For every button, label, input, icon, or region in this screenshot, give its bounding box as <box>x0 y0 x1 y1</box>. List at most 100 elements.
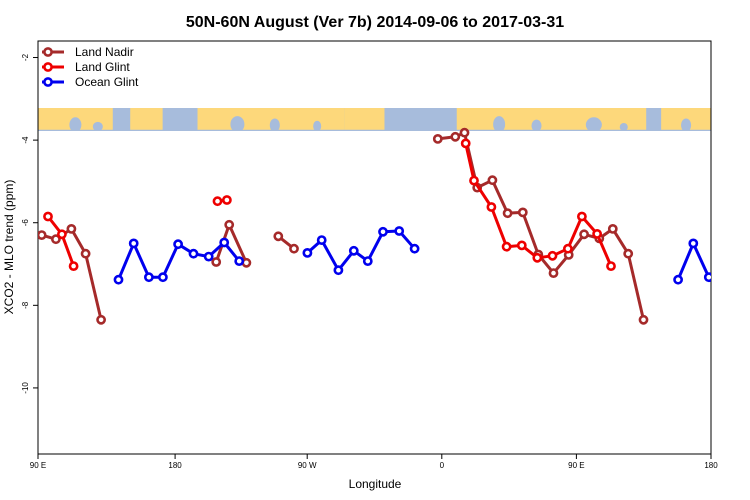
series-ocean-glint <box>113 226 726 285</box>
world-map-band <box>38 108 711 131</box>
x-tick-label: 180 <box>704 461 718 470</box>
map-water-inlet <box>493 116 506 131</box>
data-point-ocean-glint <box>673 274 683 285</box>
data-point-land-glint <box>563 243 573 254</box>
data-point-land-nadir <box>289 243 299 254</box>
map-land-block <box>130 108 163 130</box>
data-point-ocean-glint <box>348 245 359 256</box>
data-point-ocean-glint <box>688 238 699 249</box>
y-axis-label: XCO2 - MLO trend (ppm) <box>2 180 16 315</box>
data-point-land-nadir <box>607 223 618 234</box>
map-water-inlet <box>313 120 322 131</box>
x-axis-label: Longitude <box>349 477 402 491</box>
legend-swatch-marker <box>43 77 53 87</box>
data-point-ocean-glint <box>234 256 245 266</box>
legend-label: Land Glint <box>75 60 130 74</box>
data-point-land-nadir <box>51 234 61 245</box>
map-water-inlet <box>230 116 245 131</box>
data-point-ocean-glint <box>316 235 327 245</box>
y-axis: -2 -4 -6 -8 -10 <box>21 53 38 394</box>
data-point-land-nadir <box>96 314 106 325</box>
data-point-ocean-glint <box>378 226 388 237</box>
chart-title: 50N-60N August (Ver 7b) 2014-09-06 to 20… <box>186 14 564 31</box>
data-point-ocean-glint <box>362 256 373 266</box>
data-point-land-nadir <box>459 127 470 138</box>
data-point-land-glint <box>486 202 497 212</box>
data-point-land-glint <box>221 195 232 205</box>
data-point-ocean-glint <box>719 273 726 280</box>
data-point-ocean-glint <box>302 247 313 258</box>
data-point-land-glint <box>516 240 527 251</box>
y-tick-label: -10 <box>21 382 30 394</box>
data-point-land-nadir <box>432 133 443 144</box>
series-line-land-nadir <box>40 227 103 322</box>
legend-item-land-nadir: Land Nadir <box>42 45 134 59</box>
map-water-inlet <box>681 118 692 131</box>
data-point-land-glint <box>68 261 79 271</box>
data-point-ocean-glint <box>157 272 168 283</box>
data-point-ocean-glint <box>143 272 154 283</box>
data-point-land-glint <box>43 211 53 222</box>
legend-item-ocean-glint: Ocean Glint <box>42 75 139 89</box>
data-point-ocean-glint <box>188 248 199 259</box>
data-point-land-glint <box>547 250 558 261</box>
data-point-land-nadir <box>224 219 235 230</box>
data-point-ocean-glint <box>333 265 344 276</box>
data-point-land-nadir <box>487 175 498 186</box>
y-tick-label: -4 <box>21 136 30 144</box>
x-tick-label: 90 E <box>30 461 46 470</box>
data-point-land-nadir <box>273 231 284 242</box>
map-water-inlet <box>619 122 628 131</box>
data-point-land-glint <box>460 138 471 149</box>
legend-label: Land Nadir <box>75 45 134 59</box>
y-tick-label: -2 <box>21 53 30 61</box>
data-point-ocean-glint <box>703 272 711 283</box>
data-point-ocean-glint <box>128 238 139 249</box>
series-land-nadir <box>38 127 649 325</box>
y-tick-label: -6 <box>21 219 30 227</box>
legend-item-land-glint: Land Glint <box>42 60 130 74</box>
data-point-land-nadir <box>211 257 222 267</box>
map-water-inlet <box>585 117 602 131</box>
data-point-ocean-glint <box>394 226 405 236</box>
data-point-land-nadir <box>80 248 91 259</box>
data-point-ocean-glint <box>173 239 183 250</box>
data-point-land-glint <box>57 229 67 240</box>
x-tick-label: 90 W <box>298 461 317 470</box>
plot-frame <box>37 40 712 455</box>
y-tick-label: -8 <box>21 301 30 309</box>
series-land-glint <box>43 138 616 271</box>
map-land-block <box>344 108 385 130</box>
data-point-land-nadir <box>548 268 559 278</box>
data-point-land-nadir <box>638 314 649 325</box>
data-point-land-glint <box>577 211 587 222</box>
data-point-ocean-glint <box>203 251 214 262</box>
map-water-inlet <box>531 119 542 131</box>
data-point-land-nadir <box>66 223 77 234</box>
legend-swatch-marker <box>43 47 53 57</box>
data-point-land-nadir <box>502 208 513 219</box>
data-point-ocean-glint <box>409 243 420 254</box>
map-band-land <box>38 108 711 131</box>
map-water-inlet <box>92 121 103 131</box>
data-point-land-nadir <box>38 230 47 240</box>
legend-swatch-marker <box>43 62 53 72</box>
series-line-ocean-glint <box>676 241 711 282</box>
x-tick-label: 90 E <box>568 461 584 470</box>
data-point-land-glint <box>606 261 616 271</box>
x-tick-label: 0 <box>440 461 445 470</box>
data-point-land-glint <box>501 241 512 252</box>
data-point-ocean-glint <box>113 274 124 285</box>
data-point-ocean-glint <box>219 237 230 248</box>
series-layer <box>38 127 726 325</box>
data-point-land-glint <box>592 228 602 239</box>
x-tick-label: 180 <box>168 461 182 470</box>
data-point-land-nadir <box>450 131 461 142</box>
map-water-inlet <box>69 117 82 131</box>
data-point-land-glint <box>212 196 223 207</box>
data-point-land-nadir <box>579 229 589 240</box>
map-land-block <box>456 108 647 130</box>
